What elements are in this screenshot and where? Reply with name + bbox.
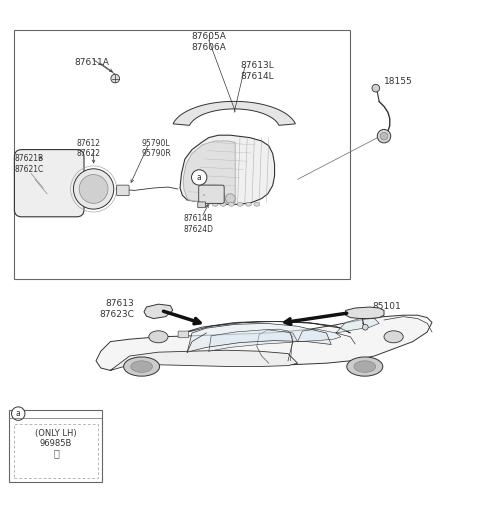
- FancyBboxPatch shape: [199, 185, 224, 203]
- Ellipse shape: [254, 202, 260, 206]
- Circle shape: [226, 194, 235, 203]
- Text: 87612
87622: 87612 87622: [77, 139, 101, 159]
- Polygon shape: [96, 315, 432, 370]
- Circle shape: [216, 194, 226, 203]
- Text: 87614B
87624D: 87614B 87624D: [183, 214, 213, 234]
- Polygon shape: [209, 330, 298, 351]
- Circle shape: [12, 407, 25, 420]
- FancyBboxPatch shape: [117, 185, 129, 196]
- Text: 95790L
95790R: 95790L 95790R: [142, 139, 171, 159]
- Circle shape: [111, 74, 120, 83]
- Ellipse shape: [212, 202, 218, 206]
- Text: a: a: [16, 409, 21, 418]
- FancyBboxPatch shape: [14, 150, 84, 217]
- Ellipse shape: [220, 202, 226, 206]
- Text: 87611A: 87611A: [74, 58, 109, 68]
- Circle shape: [377, 129, 391, 143]
- Polygon shape: [298, 329, 341, 342]
- Polygon shape: [187, 323, 331, 352]
- Polygon shape: [180, 135, 275, 204]
- Ellipse shape: [237, 202, 243, 206]
- Ellipse shape: [354, 361, 376, 372]
- Ellipse shape: [347, 357, 383, 376]
- Ellipse shape: [384, 331, 403, 343]
- Ellipse shape: [204, 202, 209, 206]
- Polygon shape: [110, 350, 298, 370]
- Polygon shape: [144, 304, 173, 319]
- Text: (ONLY LH): (ONLY LH): [36, 429, 77, 438]
- Text: 87605A
87606A: 87605A 87606A: [192, 32, 226, 52]
- Polygon shape: [336, 319, 379, 333]
- Circle shape: [79, 175, 108, 203]
- Bar: [14, 424, 98, 478]
- Bar: [14, 30, 350, 279]
- Text: 87621B
87621C: 87621B 87621C: [14, 154, 44, 174]
- Polygon shape: [183, 141, 235, 203]
- Text: a: a: [197, 173, 202, 182]
- Text: 87613
87623C: 87613 87623C: [99, 300, 134, 319]
- Circle shape: [380, 132, 388, 140]
- Circle shape: [362, 324, 368, 330]
- Text: 87613L
87614L: 87613L 87614L: [240, 61, 274, 81]
- Ellipse shape: [149, 331, 168, 343]
- Ellipse shape: [124, 357, 159, 376]
- Bar: [9, 410, 102, 482]
- Text: 85101: 85101: [372, 302, 401, 311]
- Circle shape: [192, 170, 207, 185]
- Ellipse shape: [246, 202, 252, 206]
- Polygon shape: [346, 307, 384, 319]
- Ellipse shape: [131, 361, 153, 372]
- Circle shape: [205, 190, 217, 202]
- Text: 🔑: 🔑: [53, 448, 59, 458]
- FancyBboxPatch shape: [198, 202, 205, 207]
- Polygon shape: [173, 101, 295, 125]
- Polygon shape: [182, 321, 350, 333]
- Text: 96985B: 96985B: [40, 438, 72, 448]
- Ellipse shape: [228, 202, 234, 206]
- Circle shape: [372, 84, 380, 92]
- Circle shape: [73, 169, 114, 209]
- FancyBboxPatch shape: [178, 331, 189, 338]
- Text: 18155: 18155: [384, 76, 413, 86]
